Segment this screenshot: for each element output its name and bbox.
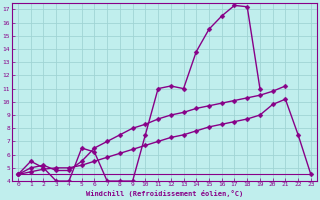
X-axis label: Windchill (Refroidissement éolien,°C): Windchill (Refroidissement éolien,°C) [86,190,243,197]
